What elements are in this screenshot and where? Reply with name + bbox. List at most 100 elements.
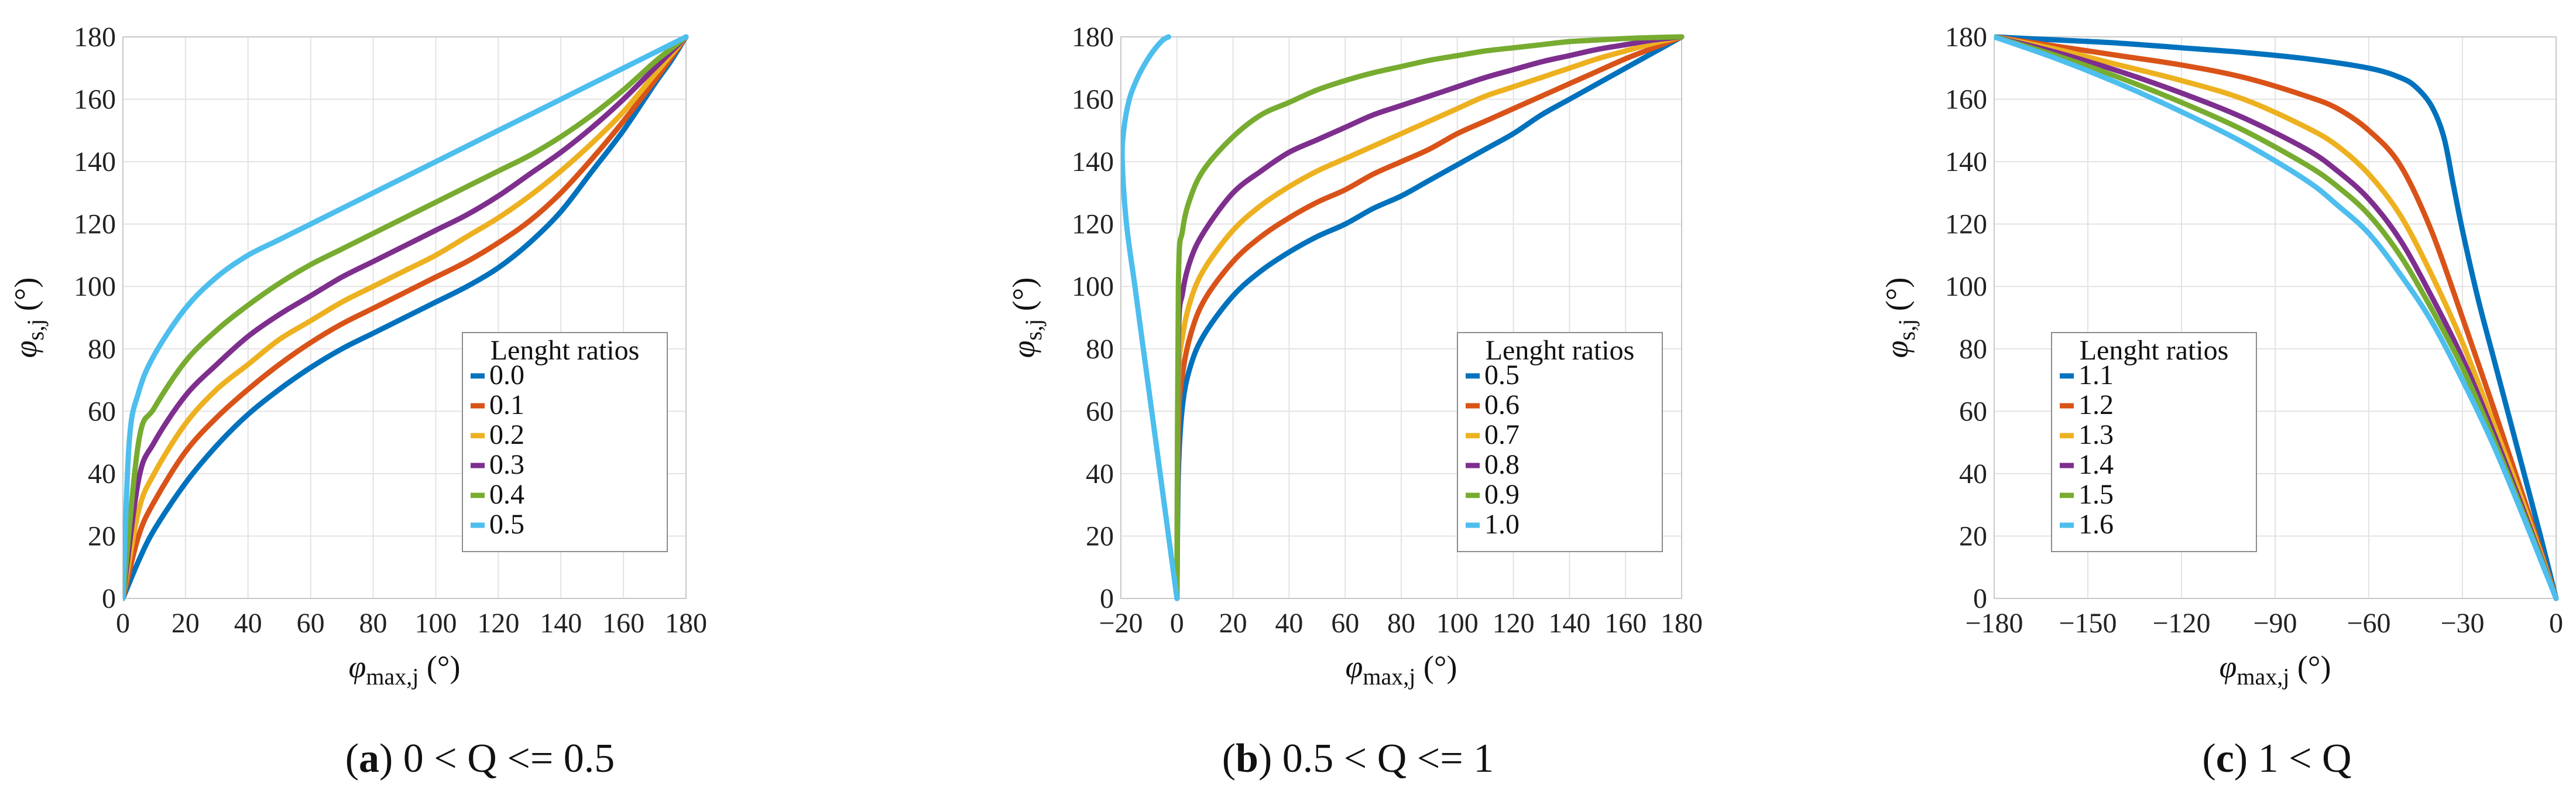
y-tick-label: 140: [1945, 146, 1987, 177]
x-tick-label: 0: [2549, 608, 2563, 639]
y-tick-label: 20: [88, 521, 116, 552]
x-tick-label: 20: [171, 608, 200, 639]
caption: (b) 0.5 < Q <= 1: [1222, 736, 1494, 781]
y-tick-label: 80: [1086, 334, 1114, 365]
x-tick-label: 40: [234, 608, 262, 639]
chart-b: −20 0 20 40 60 80 100 120 140 160 1800204060801001…: [1006, 22, 1703, 781]
legend-label: 0.1: [489, 389, 524, 420]
legend-label: 0.8: [1484, 449, 1519, 480]
plot-area: [1120, 36, 1682, 599]
x-tick-label: 100: [414, 608, 457, 639]
legend-label: 1.6: [2078, 509, 2114, 540]
x-axis-label: φmax,j (°): [2220, 649, 2331, 690]
legend-box: [2051, 332, 2257, 552]
x-tick-label: 160: [1604, 608, 1647, 639]
y-tick-label: 80: [88, 334, 116, 365]
x-tick-label: 180: [665, 608, 707, 639]
x-tick-label: −120: [2152, 608, 2210, 639]
y-tick-label: 120: [74, 209, 116, 240]
y-tick-label: 160: [74, 84, 116, 115]
x-tick-label: 0: [116, 608, 130, 639]
legend-label: 0.6: [1484, 389, 1519, 420]
plot-area: [122, 36, 687, 599]
x-tick-label: −30: [2440, 608, 2484, 639]
x-tick-label: −90: [2253, 608, 2297, 639]
caption: (a) 0 < Q <= 0.5: [345, 736, 615, 781]
series-line-0.3: [123, 34, 689, 601]
legend-label: 1.0: [1484, 509, 1519, 540]
x-tick-label: 60: [297, 608, 325, 639]
series-line-0.8: [1174, 34, 1685, 601]
series-line-0.9: [1174, 34, 1685, 601]
y-tick-label: 100: [1945, 271, 1987, 302]
series-line-0.6: [1174, 34, 1685, 601]
legend-title: Lenght ratios: [1486, 335, 1635, 366]
y-tick-label: 160: [1072, 84, 1114, 115]
y-tick-label: 20: [1959, 521, 1987, 552]
legend-label: 1.1: [2078, 360, 2114, 391]
y-tick-label: 0: [1100, 583, 1114, 614]
y-tick-label: 100: [74, 271, 116, 302]
y-tick-label: 40: [1086, 458, 1114, 490]
chart-a: 0 20 40 60 80 100 120 140 160 180 0 20 40 60 80 100 120 1…: [8, 22, 707, 781]
x-tick-label: −150: [2059, 608, 2117, 639]
plot-area: [1994, 36, 2557, 599]
y-tick-label: 120: [1945, 209, 1987, 240]
series-line-0.7: [1174, 34, 1685, 601]
x-axis-label: φmax,j (°): [349, 649, 461, 690]
series-line-0.5: [1174, 34, 1685, 601]
legend-label: 0.3: [489, 449, 524, 480]
legend-label: 0.2: [489, 419, 524, 450]
series-line-0.0: [123, 34, 689, 601]
y-tick-label: 80: [1959, 334, 1987, 365]
y-tick-label: 180: [1072, 22, 1114, 53]
y-tick-label: 60: [1959, 396, 1987, 427]
y-tick-label: 180: [1945, 22, 1987, 53]
x-tick-label: −20: [1099, 608, 1143, 639]
legend-label: 1.4: [2078, 449, 2114, 480]
y-tick-label: 0: [1973, 583, 1987, 614]
x-tick-label: −60: [2347, 608, 2390, 639]
x-tick-label: 180: [1661, 608, 1703, 639]
legend-label: 0.0: [489, 360, 524, 391]
y-tick-label: 100: [1072, 271, 1114, 302]
y-tick-label: 160: [1945, 84, 1987, 115]
x-tick-label: 20: [1219, 608, 1247, 639]
x-tick-label: 100: [1436, 608, 1479, 639]
x-tick-label: 0: [1170, 608, 1184, 639]
x-tick-label: 120: [1493, 608, 1535, 639]
x-tick-label: 140: [1548, 608, 1590, 639]
x-tick-label: 60: [1331, 608, 1359, 639]
legend-label: 1.3: [2078, 419, 2114, 450]
x-tick-label: 80: [1387, 608, 1415, 639]
y-tick-label: 140: [74, 146, 116, 177]
series-line-0.1: [123, 34, 689, 601]
legend-box: [1457, 332, 1663, 552]
x-tick-label: 160: [602, 608, 644, 639]
legend-label: 0.9: [1484, 479, 1519, 510]
x-tick-label: 140: [540, 608, 582, 639]
legend-label: 1.2: [2078, 389, 2114, 420]
x-axis-label: φmax,j (°): [1346, 649, 1457, 690]
series-line-1.1: [1994, 34, 2559, 601]
x-tick-label: −180: [1965, 608, 2023, 639]
series-group: [1121, 34, 1685, 601]
y-tick-label: 60: [88, 396, 116, 427]
series-line-0.4: [123, 34, 689, 601]
y-tick-label: 20: [1086, 521, 1114, 552]
y-tick-label: 180: [74, 22, 116, 53]
y-tick-label: 120: [1072, 209, 1114, 240]
series-line-1.0: [1121, 34, 1180, 601]
x-tick-label: 40: [1275, 608, 1303, 639]
legend-box: [462, 332, 668, 552]
y-axis-label: φs,j (°): [8, 278, 49, 358]
x-tick-label: 80: [359, 608, 387, 639]
series-group: [1994, 34, 2559, 601]
legend-label: 0.7: [1484, 419, 1519, 450]
y-axis-label: φs,j (°): [1006, 278, 1047, 358]
y-tick-label: 0: [102, 583, 116, 614]
